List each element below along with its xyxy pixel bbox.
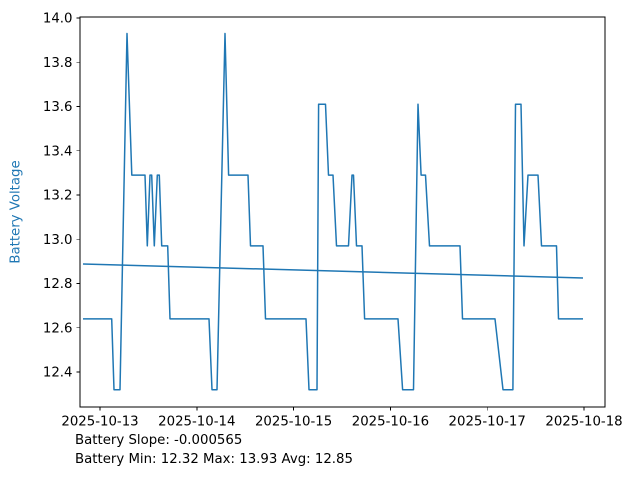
battery-slope-text: Battery Slope: -0.000565 [75, 433, 243, 448]
x-tick-label: 2025-10-14 [158, 415, 235, 430]
y-tick-label: 12.8 [43, 277, 73, 292]
y-tick-label: 13.0 [43, 233, 73, 248]
y-tick-label: 13.6 [43, 100, 73, 115]
x-tick-label: 2025-10-17 [449, 415, 526, 430]
x-tick-label: 2025-10-13 [61, 415, 138, 430]
y-tick-label: 13.8 [43, 56, 73, 71]
x-tick-label: 2025-10-16 [352, 415, 429, 430]
y-tick-label: 14.0 [43, 12, 73, 27]
battery-trend-line [82, 263, 584, 279]
x-tick-label: 2025-10-18 [545, 415, 622, 430]
y-tick-label: 13.4 [43, 144, 73, 159]
y-tick-label: 12.6 [43, 321, 73, 336]
y-tick-label: 12.4 [43, 366, 73, 381]
plot-frame [79, 16, 606, 408]
x-tick-label: 2025-10-15 [255, 415, 332, 430]
y-tick-label: 13.2 [43, 189, 73, 204]
battery-stats-text: Battery Min: 12.32 Max: 13.93 Avg: 12.85 [75, 452, 353, 467]
y-axis-label: Battery Voltage [8, 160, 24, 264]
battery-voltage-line [83, 32, 583, 391]
